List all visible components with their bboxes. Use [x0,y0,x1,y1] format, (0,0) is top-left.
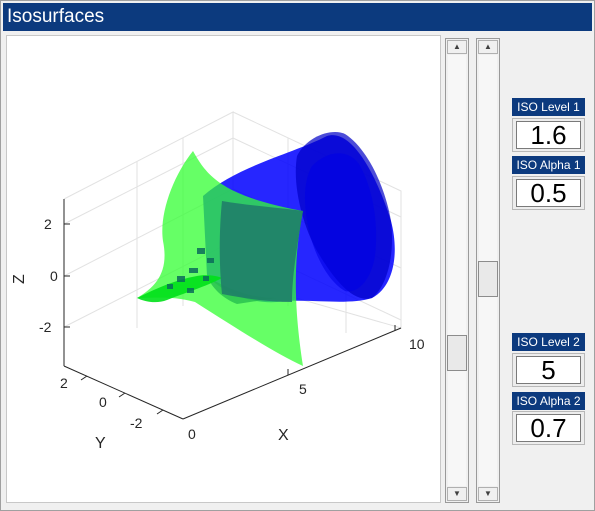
iso-level-2-label: ISO Level 2 [512,333,585,351]
z-tick-neg2: -2 [39,319,52,335]
iso-level-2-box [512,353,585,387]
slider-2-thumb[interactable] [478,261,498,297]
window-title: Isosurfaces [3,3,592,31]
iso-alpha-2-input[interactable] [516,414,581,442]
isosurface-2-green [137,151,303,366]
z-tick-2: 2 [44,216,52,232]
slider-1-track[interactable] [448,55,466,486]
x-axis-label: X [278,427,289,444]
iso-alpha-2-box [512,411,585,445]
z-tick-0: 0 [50,268,58,284]
slider-1-down-arrow-icon[interactable]: ▼ [447,487,467,501]
z-axis-label: Z [11,274,28,284]
slider-1-thumb[interactable] [447,335,467,371]
x-tick-0: 0 [188,426,196,442]
iso-level-2-slider[interactable]: ▲ ▼ [476,38,500,503]
isosurface-plot[interactable]: 2 0 -2 Z 2 0 -2 Y 0 5 10 X [6,35,441,503]
iso-level-2-input[interactable] [516,356,581,384]
y-axis-label: Y [95,435,106,452]
y-tick-0: 0 [99,394,107,410]
plot-canvas: 2 0 -2 Z 2 0 -2 Y 0 5 10 X [11,111,425,452]
slider-1-up-arrow-icon[interactable]: ▲ [447,40,467,54]
axis-lines [63,199,402,420]
x-tick-10: 10 [409,336,425,352]
iso-alpha-1-label: ISO Alpha 1 [512,156,585,174]
iso-level-1-label: ISO Level 1 [512,98,585,116]
y-tick-neg2: -2 [130,415,143,431]
y-tick-2: 2 [60,375,68,391]
iso-level-1-slider[interactable]: ▲ ▼ [445,38,469,503]
iso-alpha-1-input[interactable] [516,179,581,207]
slider-2-down-arrow-icon[interactable]: ▼ [478,487,498,501]
iso-level-1-input[interactable] [516,121,581,149]
x-tick-5: 5 [299,381,307,397]
slider-2-up-arrow-icon[interactable]: ▲ [478,40,498,54]
iso-level-1-box [512,118,585,152]
iso-alpha-1-box [512,176,585,210]
iso-alpha-2-label: ISO Alpha 2 [512,392,585,410]
